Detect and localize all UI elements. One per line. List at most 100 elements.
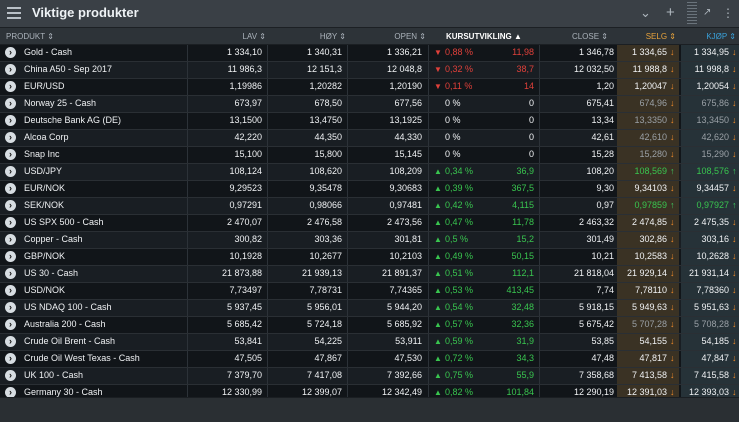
table-row[interactable]: › Deutsche Bank AG (DE) 13,1500 13,4750 13,1… [0, 113, 739, 130]
product-name[interactable]: UK 100 - Cash [24, 370, 84, 380]
expand-row-icon[interactable]: › [5, 64, 16, 75]
buy-price[interactable]: 2 475,35 [693, 217, 729, 227]
sell-cell[interactable]: 674,96 ↓ [617, 96, 679, 112]
sell-price[interactable]: 674,96 [639, 98, 667, 108]
table-row[interactable]: › Copper - Cash 300,82 303,36 301,81 ▲ 0,5 % 15… [0, 232, 739, 249]
sell-cell[interactable]: 1 334,65 ↓ [617, 45, 679, 61]
buy-price[interactable]: 9,34457 [696, 183, 729, 193]
column-header-lav[interactable]: LAV ⇕ [242, 32, 266, 41]
buy-cell[interactable]: 0,97927 ↑ [681, 198, 739, 214]
table-row[interactable]: › EUR/NOK 9,29523 9,35478 9,30683 ▲ 0,39 % 367,… [0, 181, 739, 198]
table-row[interactable]: › USD/JPY 108,124 108,620 108,209 ▲ 0,34 % 36,9… [0, 164, 739, 181]
chevron-down-icon[interactable]: ⌄ [640, 5, 651, 20]
sell-price[interactable]: 7 413,58 [631, 370, 667, 380]
product-name[interactable]: USD/JPY [24, 166, 63, 176]
sell-cell[interactable]: 1,20047 ↓ [617, 79, 679, 95]
sell-cell[interactable]: 10,2583 ↓ [617, 249, 679, 265]
sell-price[interactable]: 12 391,03 [626, 387, 667, 397]
sell-price[interactable]: 5 707,28 [631, 319, 667, 329]
expand-row-icon[interactable]: › [5, 268, 16, 279]
more-options-icon[interactable]: ⋮ [722, 6, 734, 20]
table-row[interactable]: › US SPX 500 - Cash 2 470,07 2 476,58 2 473,… [0, 215, 739, 232]
buy-price[interactable]: 42,620 [701, 132, 729, 142]
buy-price[interactable]: 15,290 [701, 149, 729, 159]
table-row[interactable]: › China A50 - Sep 2017 11 986,3 12 151,3 12 … [0, 62, 739, 79]
buy-cell[interactable]: 108,576 ↑ [681, 164, 739, 180]
buy-price[interactable]: 5 708,28 [693, 319, 729, 329]
sell-price[interactable]: 302,86 [639, 234, 667, 244]
buy-price[interactable]: 7 415,58 [693, 370, 729, 380]
sell-cell[interactable]: 0,97859 ↑ [617, 198, 679, 214]
buy-price[interactable]: 5 951,63 [693, 302, 729, 312]
buy-price[interactable]: 303,16 [701, 234, 729, 244]
expand-row-icon[interactable]: › [5, 47, 16, 58]
expand-row-icon[interactable]: › [5, 387, 16, 398]
buy-price[interactable]: 11 998,8 [694, 64, 729, 74]
table-row[interactable]: › GBP/NOK 10,1928 10,2677 10,2103 ▲ 0,49 % 50,1… [0, 249, 739, 266]
sell-cell[interactable]: 11 988,8 ↓ [617, 62, 679, 78]
sell-price[interactable]: 1 334,65 [631, 47, 667, 57]
buy-cell[interactable]: 1,20054 ↓ [681, 79, 739, 95]
table-row[interactable]: › UK 100 - Cash 7 379,70 7 417,08 7 392,66 ▲ 0… [0, 368, 739, 385]
sell-price[interactable]: 1,20047 [634, 81, 667, 91]
table-row[interactable]: › SEK/NOK 0,97291 0,98066 0,97481 ▲ 0,42 % 4,11… [0, 198, 739, 215]
sell-cell[interactable]: 9,34103 ↓ [617, 181, 679, 197]
buy-cell[interactable]: 7 415,58 ↓ [681, 368, 739, 384]
sell-cell[interactable]: 42,610 ↓ [617, 130, 679, 146]
sell-price[interactable]: 10,2583 [634, 251, 667, 261]
product-name[interactable]: Australia 200 - Cash [24, 319, 106, 329]
sell-cell[interactable]: 2 474,85 ↓ [617, 215, 679, 231]
product-name[interactable]: USD/NOK [24, 285, 66, 295]
buy-cell[interactable]: 47,847 ↓ [681, 351, 739, 367]
product-name[interactable]: Snap Inc [24, 149, 60, 159]
expand-row-icon[interactable]: › [5, 98, 16, 109]
sell-price[interactable]: 21 929,14 [626, 268, 667, 278]
column-header-kursutvikling[interactable]: KURSUTVIKLING ▲ [446, 32, 522, 41]
expand-row-icon[interactable]: › [5, 149, 16, 160]
product-name[interactable]: Crude Oil West Texas - Cash [24, 353, 140, 363]
sell-price[interactable]: 11 988,8 [632, 64, 667, 74]
expand-row-icon[interactable]: › [5, 302, 16, 313]
expand-row-icon[interactable]: › [5, 81, 16, 92]
sell-cell[interactable]: 7 413,58 ↓ [617, 368, 679, 384]
buy-cell[interactable]: 15,290 ↓ [681, 147, 739, 163]
table-row[interactable]: › Crude Oil West Texas - Cash 47,505 47,867… [0, 351, 739, 368]
product-name[interactable]: Norway 25 - Cash [24, 98, 97, 108]
table-row[interactable]: › USD/NOK 7,73497 7,78731 7,74365 ▲ 0,53 % 413,… [0, 283, 739, 300]
expand-row-icon[interactable]: › [5, 353, 16, 364]
expand-row-icon[interactable]: › [5, 183, 16, 194]
expand-row-icon[interactable]: › [5, 336, 16, 347]
buy-cell[interactable]: 11 998,8 ↓ [681, 62, 739, 78]
buy-price[interactable]: 12 393,03 [688, 387, 729, 397]
buy-cell[interactable]: 10,2628 ↓ [681, 249, 739, 265]
buy-price[interactable]: 21 931,14 [688, 268, 729, 278]
sell-price[interactable]: 13,3350 [634, 115, 667, 125]
sell-price[interactable]: 47,817 [639, 353, 667, 363]
expand-row-icon[interactable]: › [5, 115, 16, 126]
sell-price[interactable]: 7,78110 [635, 285, 667, 295]
buy-price[interactable]: 10,2628 [696, 251, 729, 261]
buy-price[interactable]: 675,86 [701, 98, 729, 108]
buy-cell[interactable]: 21 931,14 ↓ [681, 266, 739, 282]
table-row[interactable]: › Norway 25 - Cash 673,97 678,50 677,56 ▲0 % 0… [0, 96, 739, 113]
product-name[interactable]: Crude Oil Brent - Cash [24, 336, 116, 346]
sell-price[interactable]: 108,569 [634, 166, 667, 176]
product-name[interactable]: SEK/NOK [24, 200, 65, 210]
table-row[interactable]: › Australia 200 - Cash 5 685,42 5 724,18 5 6… [0, 317, 739, 334]
sell-cell[interactable]: 13,3350 ↓ [617, 113, 679, 129]
expand-row-icon[interactable]: › [5, 319, 16, 330]
expand-row-icon[interactable]: › [5, 200, 16, 211]
product-name[interactable]: US SPX 500 - Cash [24, 217, 104, 227]
buy-price[interactable]: 108,576 [696, 166, 729, 176]
buy-cell[interactable]: 675,86 ↓ [681, 96, 739, 112]
expand-row-icon[interactable]: › [5, 234, 16, 245]
column-header-hoy[interactable]: HØY ⇕ [319, 32, 346, 41]
buy-cell[interactable]: 5 951,63 ↓ [681, 300, 739, 316]
sell-price[interactable]: 5 949,63 [631, 302, 667, 312]
buy-cell[interactable]: 7,78360 ↓ [681, 283, 739, 299]
expand-row-icon[interactable]: › [5, 285, 16, 296]
table-row[interactable]: › Crude Oil Brent - Cash 53,841 54,225 53,91… [0, 334, 739, 351]
column-header-produkt[interactable]: PRODUKT ⇕ [6, 32, 54, 41]
product-name[interactable]: EUR/USD [24, 81, 65, 91]
